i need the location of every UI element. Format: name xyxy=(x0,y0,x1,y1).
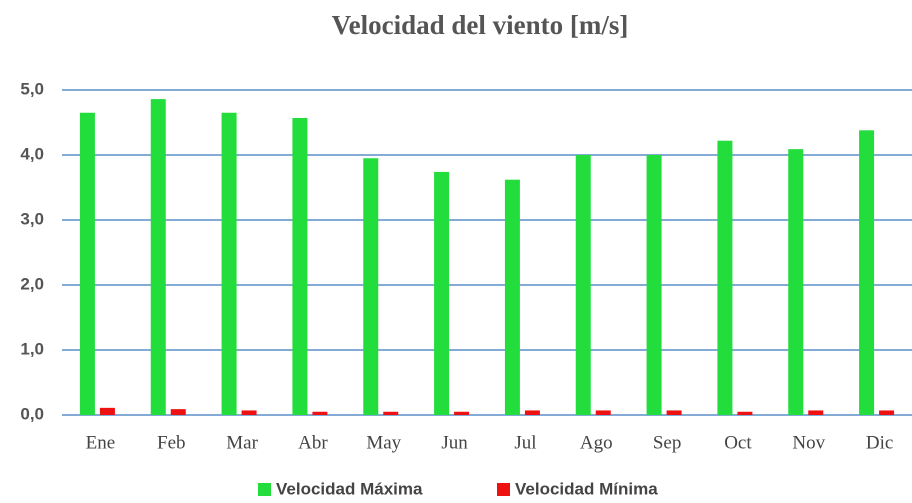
bar xyxy=(383,411,399,415)
x-tick-label: May xyxy=(366,432,401,453)
x-tick-label: Ago xyxy=(580,432,613,453)
bar xyxy=(595,410,611,415)
x-tick-label: Mar xyxy=(226,432,258,453)
legend-swatch xyxy=(497,483,510,496)
x-tick-label: Feb xyxy=(157,432,186,453)
bar xyxy=(859,130,875,416)
bar xyxy=(79,112,95,415)
y-tick-label: 3,0 xyxy=(20,209,44,228)
bar xyxy=(434,171,450,415)
bar xyxy=(150,99,166,415)
bar xyxy=(241,410,257,415)
x-tick-label: Sep xyxy=(653,432,682,453)
bar xyxy=(221,112,237,415)
bar xyxy=(312,411,328,415)
x-tick-label: Abr xyxy=(298,432,328,453)
y-tick-label: 2,0 xyxy=(20,274,44,293)
x-tick-label: Jun xyxy=(441,432,468,453)
bar xyxy=(717,140,733,415)
bar xyxy=(646,155,662,415)
bar xyxy=(99,407,115,415)
bar xyxy=(808,410,824,415)
x-tick-label: Ene xyxy=(86,432,116,453)
bar xyxy=(363,158,379,415)
bar xyxy=(524,410,540,415)
x-tick-label: Jul xyxy=(514,432,536,453)
bar xyxy=(454,411,470,415)
bar xyxy=(666,410,682,415)
chart-title: Velocidad del viento [m/s] xyxy=(332,10,629,40)
x-tick-label: Nov xyxy=(792,432,825,453)
y-tick-label: 1,0 xyxy=(20,339,44,358)
bar xyxy=(170,409,186,415)
bar xyxy=(575,155,591,415)
x-tick-label: Dic xyxy=(866,432,893,453)
bar xyxy=(737,411,753,415)
legend-swatch xyxy=(258,483,271,496)
legend-label: Velocidad Mínima xyxy=(515,479,658,498)
bar xyxy=(879,410,895,415)
bar xyxy=(292,117,308,415)
y-tick-label: 5,0 xyxy=(20,79,44,98)
bar xyxy=(504,179,520,415)
y-tick-label: 4,0 xyxy=(20,144,44,163)
bar xyxy=(788,149,804,415)
legend-label: Velocidad Máxima xyxy=(276,479,423,498)
x-tick-label: Oct xyxy=(724,432,752,453)
y-tick-label: 0,0 xyxy=(20,404,44,423)
